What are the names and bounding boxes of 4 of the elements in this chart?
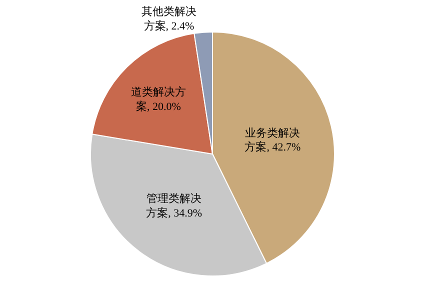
slice-label: 道类解决方案, 20.0% — [131, 86, 186, 113]
slice-label: 管理类解决方案, 34.9% — [146, 192, 202, 220]
slice-label: 业务类解决方案, 42.7% — [244, 126, 301, 154]
slice-label: 其他类解决方案, 2.4% — [141, 5, 196, 32]
